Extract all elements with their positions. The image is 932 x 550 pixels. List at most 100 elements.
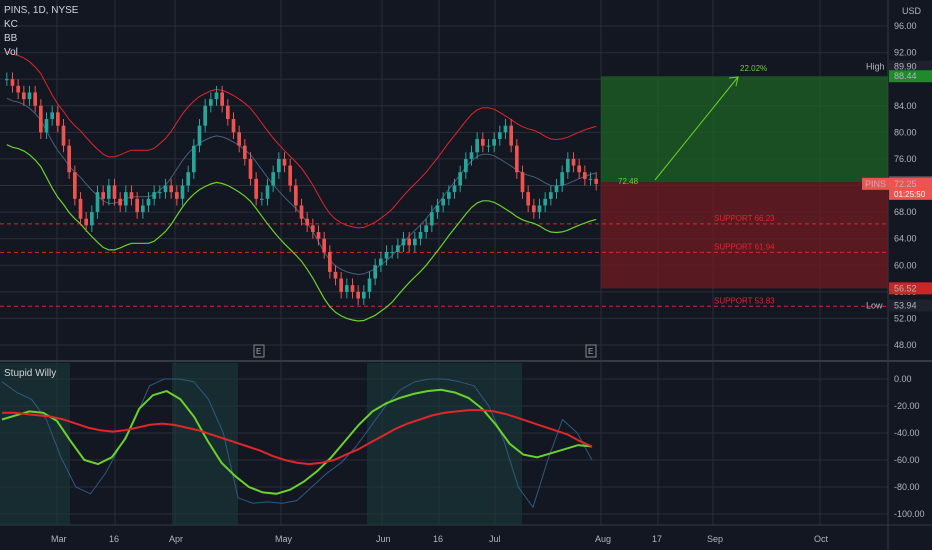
oscillator-pane: 0.00 -20.00 -40.00 -60.00 -80.00 -100.00 — [0, 363, 925, 525]
level-name-high: High — [866, 62, 885, 72]
entry-label: 72.48 — [618, 177, 639, 186]
osc-tick-label: -100.00 — [894, 509, 925, 519]
candle-body — [469, 152, 474, 159]
legend-kc[interactable]: KC — [4, 19, 18, 30]
position-tag-label: 56.52 — [894, 283, 917, 293]
candle-body — [390, 251, 394, 253]
legend: PINS, 1D, NYSE KC BB Vol — [4, 4, 78, 60]
candle-body — [39, 105, 43, 133]
price-axis: 96.0092.0088.0084.0080.0076.0072.0068.00… — [862, 21, 932, 350]
candle-body — [237, 132, 241, 146]
countdown: 01:25:50 — [894, 190, 926, 199]
candle-body — [260, 198, 264, 200]
candle-body — [520, 172, 525, 193]
candle-body — [152, 192, 156, 199]
currency-label: USD — [902, 6, 922, 16]
candle-body — [231, 119, 236, 133]
candle-body — [418, 232, 423, 239]
candle-body — [141, 205, 145, 213]
osc-zone — [367, 363, 522, 525]
candle-body — [588, 178, 593, 180]
candle-body — [158, 192, 162, 194]
candle-body — [33, 92, 37, 106]
candle-body — [67, 145, 71, 173]
time-tick-label: Jul — [489, 534, 501, 544]
candle-body — [220, 92, 224, 106]
candle-body — [560, 172, 564, 186]
position-tag — [889, 70, 932, 83]
candle-body — [543, 198, 547, 206]
support-label-1: SUPPORT 66.23 — [714, 214, 775, 223]
current-price-tag — [889, 177, 932, 200]
candle-body — [571, 158, 576, 166]
gain-label: 22.02% — [740, 64, 767, 73]
earnings-marker-2-label: E — [588, 347, 593, 356]
osc-series-line — [2, 409, 593, 466]
time-tick-label: 16 — [433, 534, 443, 544]
osc-series-line — [1, 388, 593, 495]
ticker-tag — [862, 177, 889, 190]
candle-body — [180, 185, 185, 199]
candle-body — [486, 145, 491, 147]
candle-body — [203, 105, 207, 126]
candle-body — [299, 205, 304, 219]
time-tick-label: May — [275, 534, 293, 544]
osc-title[interactable]: Stupid Willy — [4, 368, 57, 379]
upper-band — [6, 51, 597, 229]
candle-body — [169, 185, 173, 193]
loss-zone[interactable] — [601, 182, 888, 289]
candle-body — [503, 125, 508, 133]
candle-body — [95, 192, 100, 213]
candle-body — [549, 192, 553, 199]
time-axis: Mar 16 Apr May Jun 16 Jul Aug 17 Sep Oct — [51, 534, 829, 544]
legend-symbol[interactable]: PINS, 1D, NYSE — [4, 5, 79, 16]
time-tick-label: Oct — [814, 534, 829, 544]
support-label-3: SUPPORT 53.83 — [714, 296, 775, 305]
candle-body — [447, 192, 451, 199]
osc-zone — [172, 363, 238, 525]
osc-zone — [0, 363, 70, 525]
lower-band — [6, 144, 597, 322]
candle-body — [248, 158, 253, 179]
current-price: 72.25 — [894, 179, 917, 189]
time-tick-label: Aug — [595, 534, 611, 544]
candle-body — [362, 291, 366, 299]
candle-body — [129, 192, 134, 199]
ticker-label: PINS — [865, 179, 886, 189]
level-value-low: 53.94 — [894, 301, 917, 311]
price-tick-label: 80.00 — [894, 127, 917, 137]
price-tick-label: 96.00 — [894, 21, 917, 31]
osc-series-line — [1, 378, 593, 509]
osc-tick-label: -80.00 — [894, 482, 920, 492]
candle-body — [594, 178, 598, 184]
candle-body — [90, 212, 94, 226]
candle-body — [10, 79, 15, 86]
support-lines: SUPPORT 66.23 SUPPORT 61.94 SUPPORT 53.83 — [0, 214, 888, 307]
candle-body — [458, 172, 462, 186]
candle-body — [532, 205, 536, 213]
osc-tick-label: -40.00 — [894, 428, 920, 438]
level-tag — [889, 60, 932, 73]
candle-body — [294, 185, 298, 206]
candle-body — [401, 238, 406, 246]
candle-body — [243, 145, 247, 159]
candle-body — [441, 198, 445, 206]
candle-body — [61, 125, 66, 146]
candle-body — [333, 271, 338, 279]
time-tick-label: Mar — [51, 534, 67, 544]
candle-body — [396, 245, 400, 252]
candle-body — [78, 198, 83, 219]
candle-body — [16, 85, 20, 93]
candle-body — [367, 278, 372, 292]
price-tick-label: 60.00 — [894, 260, 917, 270]
candle-body — [373, 265, 377, 279]
candle-body — [435, 205, 440, 213]
candle-body — [526, 192, 530, 206]
profit-zone[interactable] — [601, 76, 888, 183]
candle-body — [583, 172, 587, 179]
legend-bb[interactable]: BB — [4, 33, 18, 44]
candle-body — [464, 158, 468, 173]
price-tick-label: 84.00 — [894, 101, 917, 111]
legend-vol[interactable]: Vol — [4, 47, 18, 58]
